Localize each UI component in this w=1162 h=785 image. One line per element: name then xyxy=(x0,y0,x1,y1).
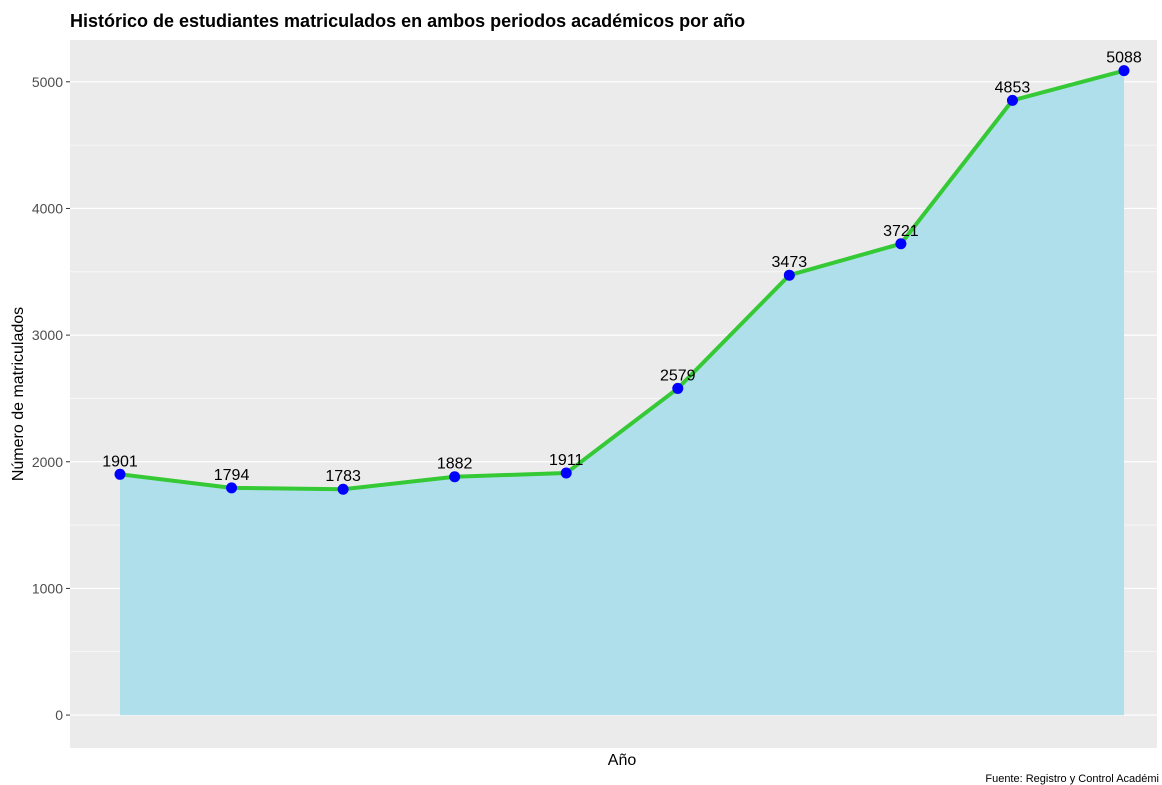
data-point xyxy=(226,482,238,494)
area-fill xyxy=(120,70,1124,716)
data-label: 1794 xyxy=(214,467,250,484)
data-label: 3473 xyxy=(772,254,808,271)
data-point xyxy=(1118,65,1130,77)
data-point xyxy=(337,483,349,495)
y-tick-label: 5000 xyxy=(32,74,63,90)
data-label: 1882 xyxy=(437,456,473,473)
chart-title: Histórico de estudiantes matriculados en… xyxy=(70,11,745,31)
data-label: 1911 xyxy=(549,452,584,469)
data-label: 1901 xyxy=(102,453,138,470)
data-label: 2579 xyxy=(660,367,696,384)
y-tick-label: 1000 xyxy=(32,580,63,596)
data-point xyxy=(114,468,126,480)
data-label: 1783 xyxy=(325,468,361,485)
y-axis-title: Número de matriculados xyxy=(10,307,27,481)
source-caption: Fuente: Registro y Control Académi xyxy=(985,773,1159,785)
data-point xyxy=(895,238,907,250)
series-line xyxy=(119,68,1125,492)
y-tick-label: 0 xyxy=(55,707,63,723)
data-point xyxy=(783,269,795,281)
y-tick-label: 3000 xyxy=(32,327,63,343)
data-point xyxy=(560,467,572,479)
x-axis-title: Año xyxy=(608,752,637,769)
data-point xyxy=(449,471,461,483)
y-tick-label: 4000 xyxy=(32,200,63,216)
y-tick-label: 2000 xyxy=(32,454,63,470)
data-label: 3721 xyxy=(883,223,919,240)
data-point xyxy=(672,382,684,394)
data-label: 4853 xyxy=(995,79,1031,96)
data-label: 5088 xyxy=(1106,50,1142,67)
data-point xyxy=(1006,94,1018,106)
